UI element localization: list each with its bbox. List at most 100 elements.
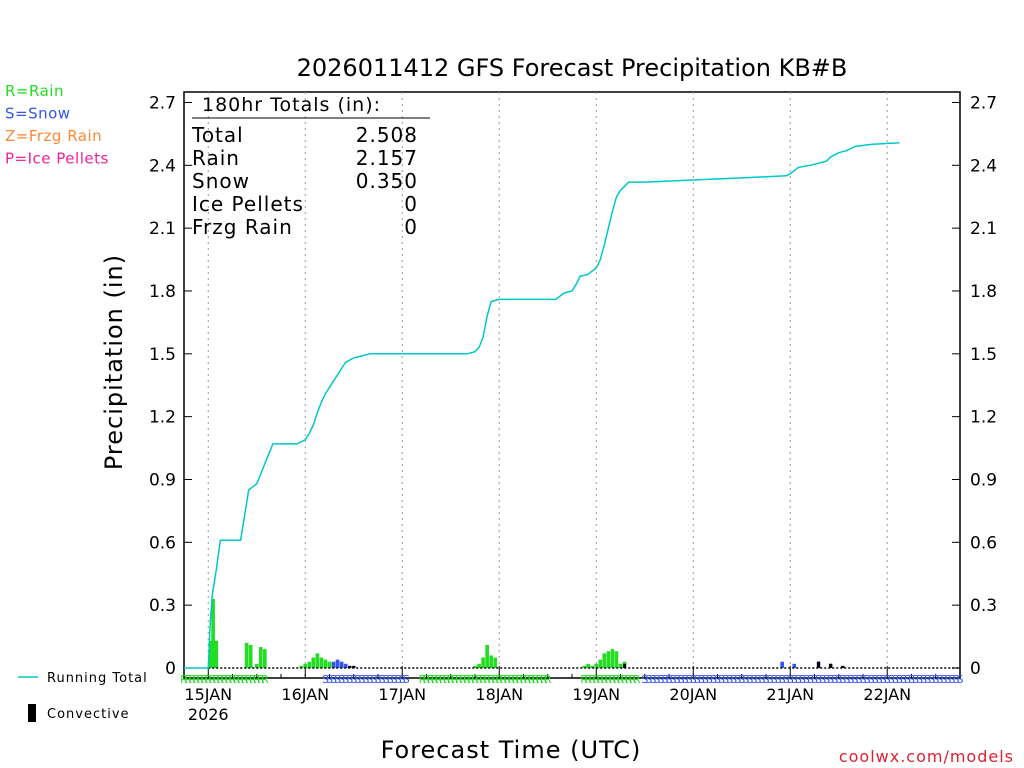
type-strip-letter: S: [702, 673, 709, 686]
type-strip-letter: R: [213, 673, 221, 686]
type-strip-letter: S: [872, 673, 879, 686]
type-strip-letter: R: [605, 673, 613, 686]
type-strip-letter: S: [952, 673, 959, 686]
precip-bar: [602, 653, 607, 668]
precip-bar: [248, 644, 253, 668]
type-strip-letter: S: [690, 673, 697, 686]
type-strip-letter: S: [811, 673, 818, 686]
type-strip-letter: S: [815, 673, 822, 686]
type-strip-letter: S: [661, 673, 668, 686]
precip-bar: [618, 663, 623, 668]
type-strip-letter: S: [787, 673, 794, 686]
type-strip-letter: R: [200, 673, 208, 686]
type-strip-letter: R: [609, 673, 617, 686]
type-strip-letter: R: [613, 673, 621, 686]
totals-row-label: Snow: [192, 169, 250, 193]
type-strip-letter: R: [504, 673, 512, 686]
precip-bar: [606, 651, 611, 668]
y-tick-label-left: 1.2: [149, 408, 176, 428]
precip-bar: [303, 663, 308, 668]
type-strip-letter: S: [682, 673, 689, 686]
y-tick-label-left: 1.5: [149, 345, 176, 365]
type-legend-entry: P=Ice Pellets: [5, 150, 109, 168]
type-strip-letter: R: [487, 673, 495, 686]
precip-bar: [594, 663, 599, 668]
type-strip-letter: R: [204, 673, 212, 686]
precip-bar: [493, 657, 498, 668]
type-strip-letter: S: [653, 673, 660, 686]
type-strip-letter: R: [495, 673, 503, 686]
type-strip-letter: R: [245, 673, 253, 686]
precip-bar: [343, 663, 348, 668]
type-strip-letter: R: [419, 673, 427, 686]
type-strip-letter: R: [257, 673, 265, 686]
type-strip-letter: S: [750, 673, 757, 686]
type-strip-letter: R: [443, 673, 451, 686]
type-strip-letter: R: [253, 673, 261, 686]
type-strip-letter: S: [362, 673, 369, 686]
precip-bar: [485, 644, 489, 668]
type-strip-letter: S: [819, 673, 826, 686]
precip-bar: [254, 663, 259, 668]
precip-bar: [481, 657, 485, 668]
y-axis-ticks: 0 00.3 0.30.6 0.60.9 0.91.2 1.21.5 1.51.8 1.82.…: [149, 93, 997, 679]
y-tick-label-right: 2.1: [970, 219, 997, 239]
type-legend-entry: Z=Frzg Rain: [5, 127, 102, 145]
type-strip-letter: S: [330, 673, 337, 686]
type-strip-letter: R: [621, 673, 629, 686]
type-strip-letter: S: [391, 673, 398, 686]
type-strip-letter: S: [746, 673, 753, 686]
type-strip-letter: S: [807, 673, 814, 686]
type-strip-letter: S: [383, 673, 390, 686]
type-strip-letter: R: [601, 673, 609, 686]
type-strip-letter: R: [540, 673, 548, 686]
precip-bar: [244, 642, 249, 668]
type-strip-letter: S: [831, 673, 838, 686]
type-strip-letter: R: [225, 673, 233, 686]
precip-bar: [339, 661, 344, 668]
type-strip-letter: S: [710, 673, 717, 686]
precip-bar: [307, 661, 312, 668]
type-strip-letter: R: [479, 673, 487, 686]
type-strip-letter: R: [491, 673, 499, 686]
convective-bar: [829, 663, 833, 668]
type-strip-letter: S: [722, 673, 729, 686]
type-strip-letter: R: [520, 673, 528, 686]
type-strip-letter: S: [892, 673, 899, 686]
type-strip-letter: S: [839, 673, 846, 686]
precip-bar: [792, 663, 797, 668]
series-legend: Running Total Convective: [18, 671, 147, 722]
type-strip-letter: S: [920, 673, 927, 686]
convective-bar: [841, 665, 845, 668]
type-strip-letter: S: [338, 673, 345, 686]
day-gridlines: [207, 92, 888, 668]
x-tick-label: 18JAN: [475, 685, 523, 704]
totals-box: 180hr Totals (in): Total 2.508 Rain 2.157 Sn…: [191, 94, 430, 239]
y-tick-label-left: 0.9: [149, 470, 176, 490]
type-strip-letter: S: [399, 673, 406, 686]
type-strip-letter: R: [188, 673, 196, 686]
x-axis-label: Forecast Time (UTC): [381, 736, 642, 764]
type-strip-letter: S: [403, 673, 410, 686]
type-strip-letter: R: [471, 673, 479, 686]
totals-row-value: 0: [404, 192, 418, 216]
type-strip-letter: S: [674, 673, 681, 686]
totals-row-value: 2.157: [356, 146, 418, 170]
type-strip-letter: R: [512, 673, 520, 686]
type-strip-letter: S: [375, 673, 382, 686]
type-strip-letter: R: [617, 673, 625, 686]
type-strip-letter: S: [803, 673, 810, 686]
precip-bar: [780, 661, 784, 668]
type-strip-letter: S: [908, 673, 915, 686]
type-strip-letter: R: [237, 673, 245, 686]
totals-heading: 180hr Totals (in):: [202, 94, 381, 116]
precip-bar: [311, 657, 316, 668]
type-strip-letter: R: [459, 673, 467, 686]
y-tick-label-right: 0: [970, 659, 981, 679]
chart-title: 2026011412 GFS Forecast Precipitation KB…: [297, 54, 848, 82]
type-strip-letter: S: [641, 673, 648, 686]
convective-bar: [348, 665, 352, 668]
type-strip-letter: S: [342, 673, 349, 686]
type-strip-letter: S: [880, 673, 887, 686]
